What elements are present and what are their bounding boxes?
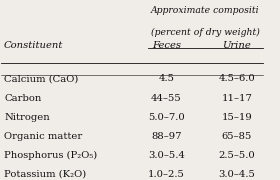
Text: 88–97: 88–97 [151, 132, 181, 141]
Text: Constituent: Constituent [4, 41, 63, 50]
Text: Potassium (K₂O): Potassium (K₂O) [4, 170, 86, 179]
Text: Approximate compositi: Approximate compositi [151, 6, 259, 15]
Text: 15–19: 15–19 [221, 113, 252, 122]
Text: Feces: Feces [152, 41, 181, 50]
Text: Calcium (CaO): Calcium (CaO) [4, 75, 78, 84]
Text: 65–85: 65–85 [222, 132, 252, 141]
Text: 1.0–2.5: 1.0–2.5 [148, 170, 185, 179]
Text: 5.0–7.0: 5.0–7.0 [148, 113, 185, 122]
Text: Carbon: Carbon [4, 94, 41, 103]
Text: 2.5–5.0: 2.5–5.0 [218, 151, 255, 160]
Text: Phosphorus (P₂O₅): Phosphorus (P₂O₅) [4, 151, 97, 160]
Text: 3.0–4.5: 3.0–4.5 [218, 170, 255, 179]
Text: Nitrogen: Nitrogen [4, 113, 50, 122]
Text: 11–17: 11–17 [221, 94, 252, 103]
Text: 4.5: 4.5 [158, 75, 174, 84]
Text: 44–55: 44–55 [151, 94, 182, 103]
Text: Urine: Urine [223, 41, 251, 50]
Text: 3.0–5.4: 3.0–5.4 [148, 151, 185, 160]
Text: (percent of dry weight): (percent of dry weight) [151, 28, 259, 37]
Text: 4.5–6.0: 4.5–6.0 [218, 75, 255, 84]
Text: Organic matter: Organic matter [4, 132, 82, 141]
